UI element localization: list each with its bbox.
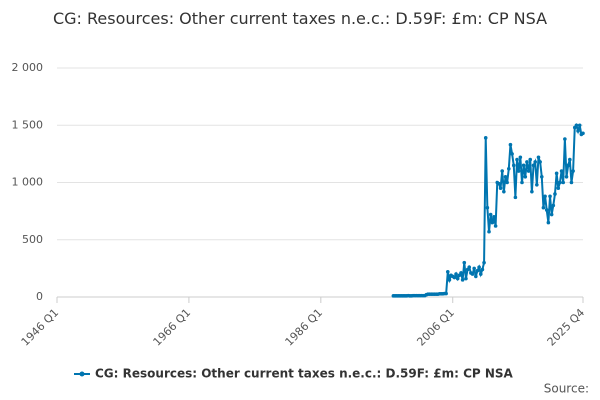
point	[444, 291, 448, 296]
point	[459, 271, 463, 275]
source: Source:	[544, 382, 589, 396]
point	[474, 274, 478, 279]
point	[508, 142, 513, 147]
point	[566, 163, 570, 168]
point	[445, 270, 450, 274]
point	[497, 181, 501, 186]
point	[543, 194, 547, 199]
point	[464, 276, 468, 281]
series-line	[393, 122, 584, 297]
point	[569, 180, 574, 185]
point	[493, 224, 498, 228]
point	[502, 189, 506, 194]
point	[447, 278, 452, 282]
point	[556, 186, 561, 191]
point	[546, 220, 551, 225]
point	[577, 123, 582, 128]
point	[581, 131, 585, 136]
point	[533, 160, 537, 164]
point	[523, 174, 528, 179]
point	[510, 152, 514, 156]
point	[475, 268, 480, 273]
y-tick-label: 0	[36, 290, 43, 303]
point	[516, 169, 521, 173]
point	[477, 265, 481, 270]
point	[506, 166, 511, 171]
y-tick-label: 2 000	[12, 61, 44, 74]
point	[564, 174, 569, 179]
point	[528, 157, 533, 162]
point	[539, 174, 544, 179]
point	[511, 163, 516, 168]
point	[482, 260, 486, 265]
point	[561, 180, 566, 185]
point	[521, 163, 526, 168]
legend-marker	[79, 371, 85, 377]
point	[530, 189, 534, 194]
x-tick-label: 2025 Q4	[545, 306, 588, 349]
point	[490, 220, 495, 225]
point	[520, 180, 524, 185]
point	[531, 163, 536, 168]
point	[538, 160, 542, 164]
point	[535, 182, 539, 187]
y-tick-label: 1 000	[12, 176, 44, 189]
point	[462, 260, 467, 265]
point	[544, 208, 549, 212]
point	[492, 215, 496, 219]
legend-label: CG: Resources: Other current taxes n.e.c…	[95, 367, 514, 381]
point	[553, 192, 557, 196]
point	[488, 212, 493, 217]
point	[549, 212, 554, 217]
point	[472, 266, 476, 271]
point	[500, 169, 505, 173]
point	[563, 137, 567, 141]
point	[536, 155, 541, 160]
point	[559, 169, 564, 173]
point	[483, 136, 488, 140]
x-tick-label: 1986 Q1	[283, 306, 326, 349]
x-tick-label: 2006 Q1	[414, 306, 457, 349]
point	[503, 174, 508, 179]
point	[498, 186, 503, 191]
point	[576, 129, 580, 133]
point	[480, 267, 485, 272]
point	[571, 169, 575, 173]
point	[513, 195, 518, 200]
x-tick-label: 1966 Q1	[151, 306, 194, 349]
point	[558, 180, 562, 185]
point	[454, 272, 458, 276]
point	[525, 160, 529, 164]
point	[518, 155, 523, 160]
legend-item: CG: Resources: Other current taxes n.e.c…	[74, 367, 514, 381]
point	[487, 229, 491, 234]
y-tick-label: 500	[22, 233, 43, 246]
point	[574, 123, 579, 128]
y-tick-label: 1 500	[12, 118, 44, 131]
point	[568, 157, 572, 162]
point	[526, 169, 531, 173]
point	[505, 180, 509, 185]
point	[485, 205, 490, 210]
point	[554, 171, 559, 176]
point	[452, 275, 457, 280]
point	[460, 278, 465, 282]
point	[467, 265, 472, 270]
point	[470, 272, 475, 276]
point	[548, 194, 552, 199]
point	[455, 276, 460, 281]
chart-title: CG: Resources: Other current taxes n.e.c…	[52, 9, 548, 28]
chart: Source: 0 500 1 000 1 500 2 000 1946 Q1 1966 Q…	[12, 61, 590, 396]
point	[551, 203, 556, 208]
x-tick-label: 1946 Q1	[19, 306, 62, 349]
point	[478, 272, 483, 276]
point	[515, 157, 519, 162]
point	[541, 205, 546, 210]
